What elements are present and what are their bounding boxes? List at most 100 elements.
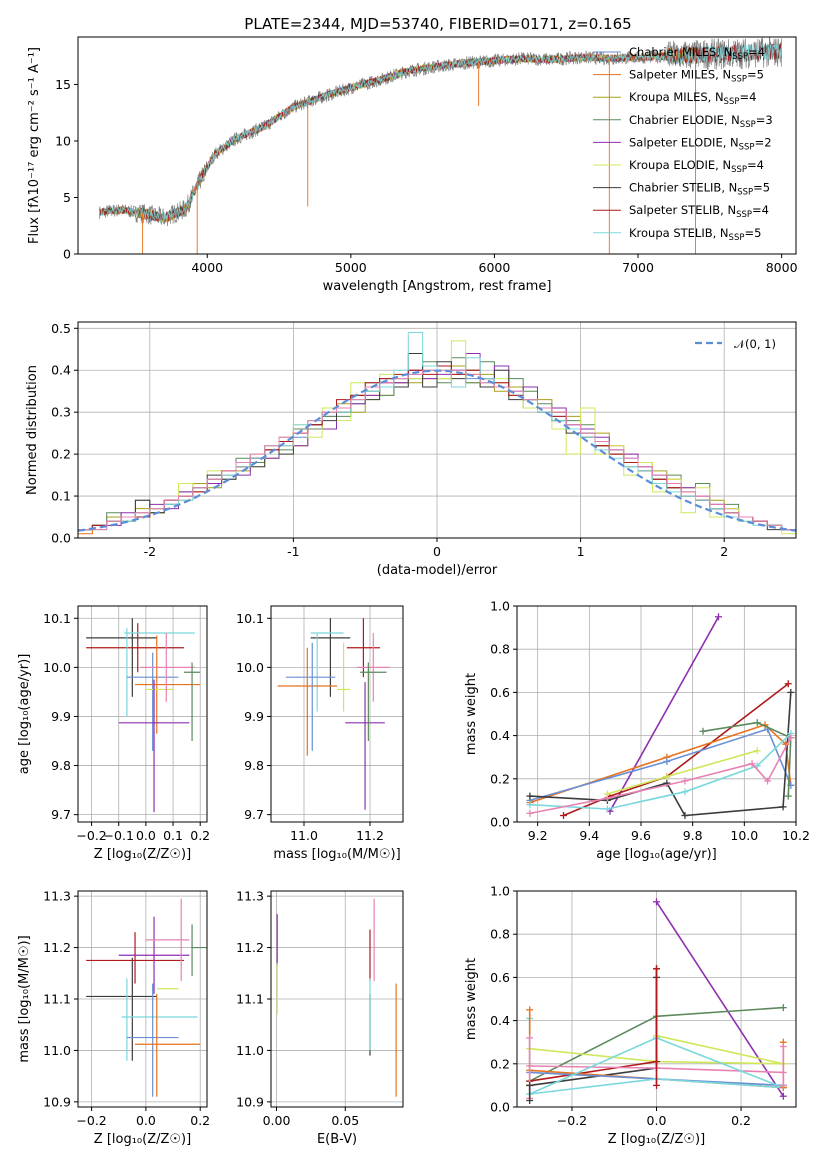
legend-label-value: =5: [744, 226, 761, 240]
y-tick-label: 9.8: [244, 758, 264, 773]
grid-lines: [78, 322, 796, 539]
axes: −0.2 0.0 0.2 0.0 0.2 0.4 0.6 0.8 1.0 Z [log₁₀(Z/Z…: [464, 884, 797, 1147]
plot-area: [276, 898, 397, 1097]
x-tick-label: 0.0: [647, 1113, 667, 1128]
legend-label-subscript: SSP: [732, 52, 748, 62]
axes-frame: [270, 605, 404, 823]
x-axis-label: Z [log₁₀(Z/Z☉)]: [94, 847, 191, 862]
weight-series-line: [529, 728, 792, 802]
weight-series-line: [656, 1034, 784, 1065]
y-tick-label: 1.0: [490, 599, 510, 614]
legend: 𝒩(0, 1): [695, 337, 776, 351]
y-tick-label: 0.2: [51, 447, 71, 462]
legend-label-value: =5: [753, 181, 770, 195]
plot-area: [526, 613, 795, 820]
legend-label-value: =4: [747, 158, 764, 172]
x-axis-label: Z [log₁₀(Z/Z☉)]: [94, 1132, 191, 1147]
y-tick-label: 11.0: [43, 1043, 71, 1058]
x-tick-label: 2: [720, 544, 728, 559]
y-tick-label: 0.2: [490, 771, 510, 786]
x-tick-label: −0.2: [76, 828, 106, 843]
weight-vs-age-panel: 9.2 9.4 9.6 9.8 10.0 10.2 0.0 0.2 0.4 0.6 0.8 1.0 ag…: [464, 599, 810, 863]
x-axis-label: Z [log₁₀(Z/Z☉)]: [608, 1132, 705, 1147]
legend-label-subscript: SSP: [731, 165, 747, 175]
legend-label-subscript: SSP: [739, 142, 755, 152]
x-tick-label: -2: [144, 544, 156, 559]
y-axis-label: Normed distribution: [25, 365, 40, 495]
y-tick-label: 9.9: [51, 709, 71, 724]
y-tick-label: 15: [55, 77, 71, 92]
legend-label: Chabrier MILES, NSSP=4: [629, 45, 765, 62]
axes-frame: [77, 605, 208, 823]
x-tick-label: 10.0: [730, 828, 758, 843]
x-tick-label: 0.0: [136, 1113, 156, 1128]
age-vs-mass-panel: 11.0 11.2 9.7 9.8 9.9 10.0 10.1 mass [log₁₀(M/M…: [236, 605, 404, 862]
legend-label: Kroupa ELODIE, NSSP=4: [629, 158, 764, 175]
weight-series-line: [529, 692, 792, 817]
y-tick-label: 0.4: [490, 728, 510, 743]
x-tick-label: 4000: [191, 260, 223, 275]
x-tick-label: 0.00: [263, 1113, 291, 1128]
plot-area: [277, 618, 390, 810]
axes-frame: [270, 890, 404, 1108]
weight-series-line: [529, 977, 658, 1087]
y-tick-label: 0.6: [490, 685, 510, 700]
axes: 11.0 11.2 9.7 9.8 9.9 10.0 10.1 mass [log₁₀(M/M…: [236, 605, 404, 862]
y-tick-label: 10.1: [236, 611, 264, 626]
x-tick-label: 9.8: [683, 828, 703, 843]
axes-frame: [516, 890, 797, 1108]
x-axis-label: age [log₁₀(age/yr)]: [596, 847, 717, 862]
legend-label-text: Chabrier MILES, N: [629, 45, 732, 59]
y-tick-label: 9.7: [244, 807, 264, 822]
y-tick-label: 0.0: [490, 815, 510, 830]
y-tick-label: 11.3: [43, 889, 71, 904]
plot-area: [86, 898, 207, 1097]
y-tick-label: 11.1: [236, 992, 264, 1007]
y-tick-label: 10: [55, 133, 71, 148]
y-tick-label: 0: [63, 247, 71, 262]
y-axis-label: mass [log₁₀(M/M☉)]: [17, 935, 32, 1062]
weight-series-line: [563, 683, 789, 817]
axes-frame: [516, 605, 797, 823]
axes: −0.2−0.1 0.0 0.1 0.2 9.7 9.8 9.9 10.0 10.1 Z [log…: [17, 605, 210, 862]
x-axis-label: (data-model)/error: [377, 563, 498, 578]
x-axis-label: wavelength [Angstrom, rest frame]: [323, 279, 552, 294]
y-axis-label: mass weight: [464, 673, 479, 755]
legend-label: Kroupa MILES, NSSP=4: [629, 90, 756, 107]
normal-reference-curve: [78, 369, 796, 532]
weight-series-line: [529, 737, 792, 815]
x-tick-label: −0.2: [76, 1113, 106, 1128]
legend-label-text: Salpeter STELIB, N: [629, 203, 736, 217]
axes-frame: [77, 321, 797, 539]
legend-label-subscript: SSP: [737, 188, 753, 198]
x-tick-label: 6000: [479, 260, 511, 275]
axes-frame: [77, 36, 797, 255]
x-tick-label: 11.2: [356, 828, 384, 843]
y-tick-label: 0.3: [51, 405, 71, 420]
y-tick-label: 11.3: [236, 889, 264, 904]
legend-label-value: =4: [748, 45, 765, 59]
grid-lines: [517, 605, 797, 823]
grid-lines: [271, 606, 403, 822]
x-tick-label: 0.2: [731, 1113, 751, 1128]
weight-series-line: [655, 901, 784, 1097]
x-tick-label: −0.1: [104, 828, 134, 843]
plot-area: [78, 332, 796, 538]
legend-label-text: Salpeter MILES, N: [629, 68, 731, 82]
axes: 4000 5000 6000 7000 8000 0 5 10 15 wavelength [An…: [27, 36, 798, 294]
x-tick-label: -1: [287, 544, 299, 559]
mass-vs-extinction-panel: 0.00 0.05 10.9 11.0 11.1 11.2 11.3 E(B-V): [236, 889, 404, 1147]
legend-label-subscript: SSP: [729, 233, 745, 243]
y-tick-label: 10.0: [43, 660, 71, 675]
legend-label: 𝒩(0, 1): [734, 337, 776, 351]
grid-lines: [78, 606, 207, 822]
y-tick-label: 0.8: [490, 927, 510, 942]
figure-title: PLATE=2344, MJD=53740, FIBERID=0171, z=0…: [244, 15, 631, 33]
y-tick-label: 9.8: [51, 758, 71, 773]
plot-area: [526, 898, 787, 1105]
x-tick-label: 11.0: [290, 828, 318, 843]
legend-label-text: Chabrier STELIB, N: [629, 181, 737, 195]
y-tick-label: 0.1: [51, 489, 71, 504]
x-tick-label: 0: [433, 544, 441, 559]
